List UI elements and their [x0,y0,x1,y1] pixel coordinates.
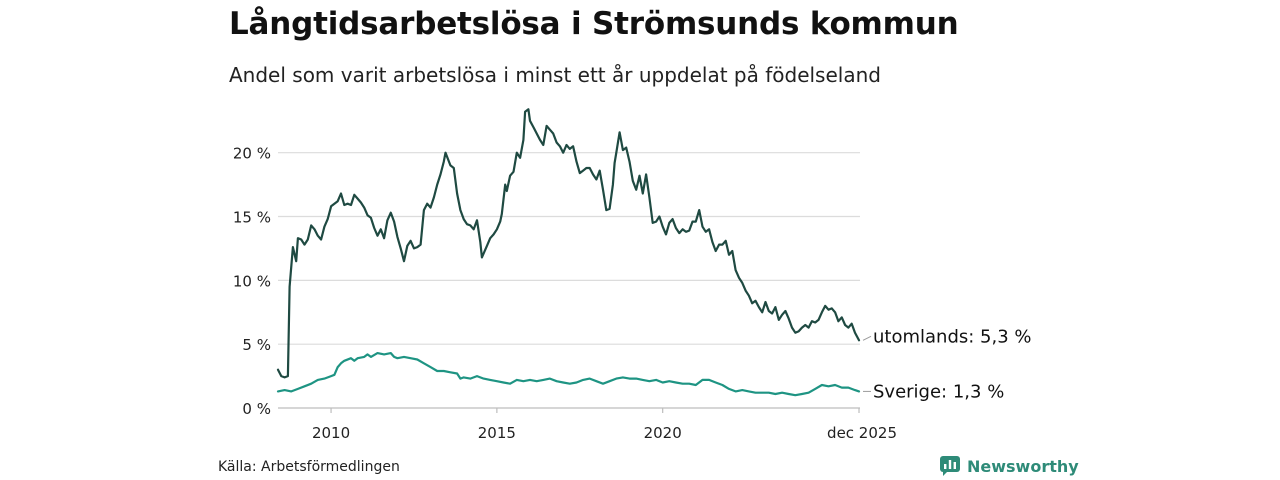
newsworthy-logo-icon [940,456,960,476]
x-tick-label: dec 2025 [827,424,897,442]
series-end-labels: utomlands: 5,3 % Sverige: 1,3 % [862,326,1032,402]
chart-subtitle: Andel som varit arbetslösa i minst ett å… [229,63,881,87]
end-label-leader [862,335,872,341]
series-line-sverige [276,352,861,397]
y-tick-label: 0 % [242,400,271,418]
y-tick-label: 15 % [233,209,271,227]
x-tick-label: 2010 [312,424,350,442]
y-tick-label: 20 % [233,145,271,163]
x-tick-label: 2020 [644,424,682,442]
chart-title: Långtidsarbetslösa i Strömsunds kommun [229,6,959,42]
x-tick-label: 2015 [478,424,516,442]
end-label-utomlands: utomlands: 5,3 % [873,326,1032,347]
brand-logo: Newsworthy [940,455,1079,477]
y-tick-label: 10 % [233,272,271,290]
brand-name: Newsworthy [967,456,1079,476]
source-note: Källa: Arbetsförmedlingen [218,459,400,475]
y-tick-label: 5 % [242,336,271,354]
series-line-utomlands [276,108,861,379]
y-axis-ticks: 0 % 5 % 10 % 15 % 20 % [233,145,271,418]
series-lines [276,108,861,397]
x-axis-ticks: 2010 2015 2020 dec 2025 [312,408,897,442]
gridlines [278,152,860,409]
end-label-sverige: Sverige: 1,3 % [873,381,1004,402]
